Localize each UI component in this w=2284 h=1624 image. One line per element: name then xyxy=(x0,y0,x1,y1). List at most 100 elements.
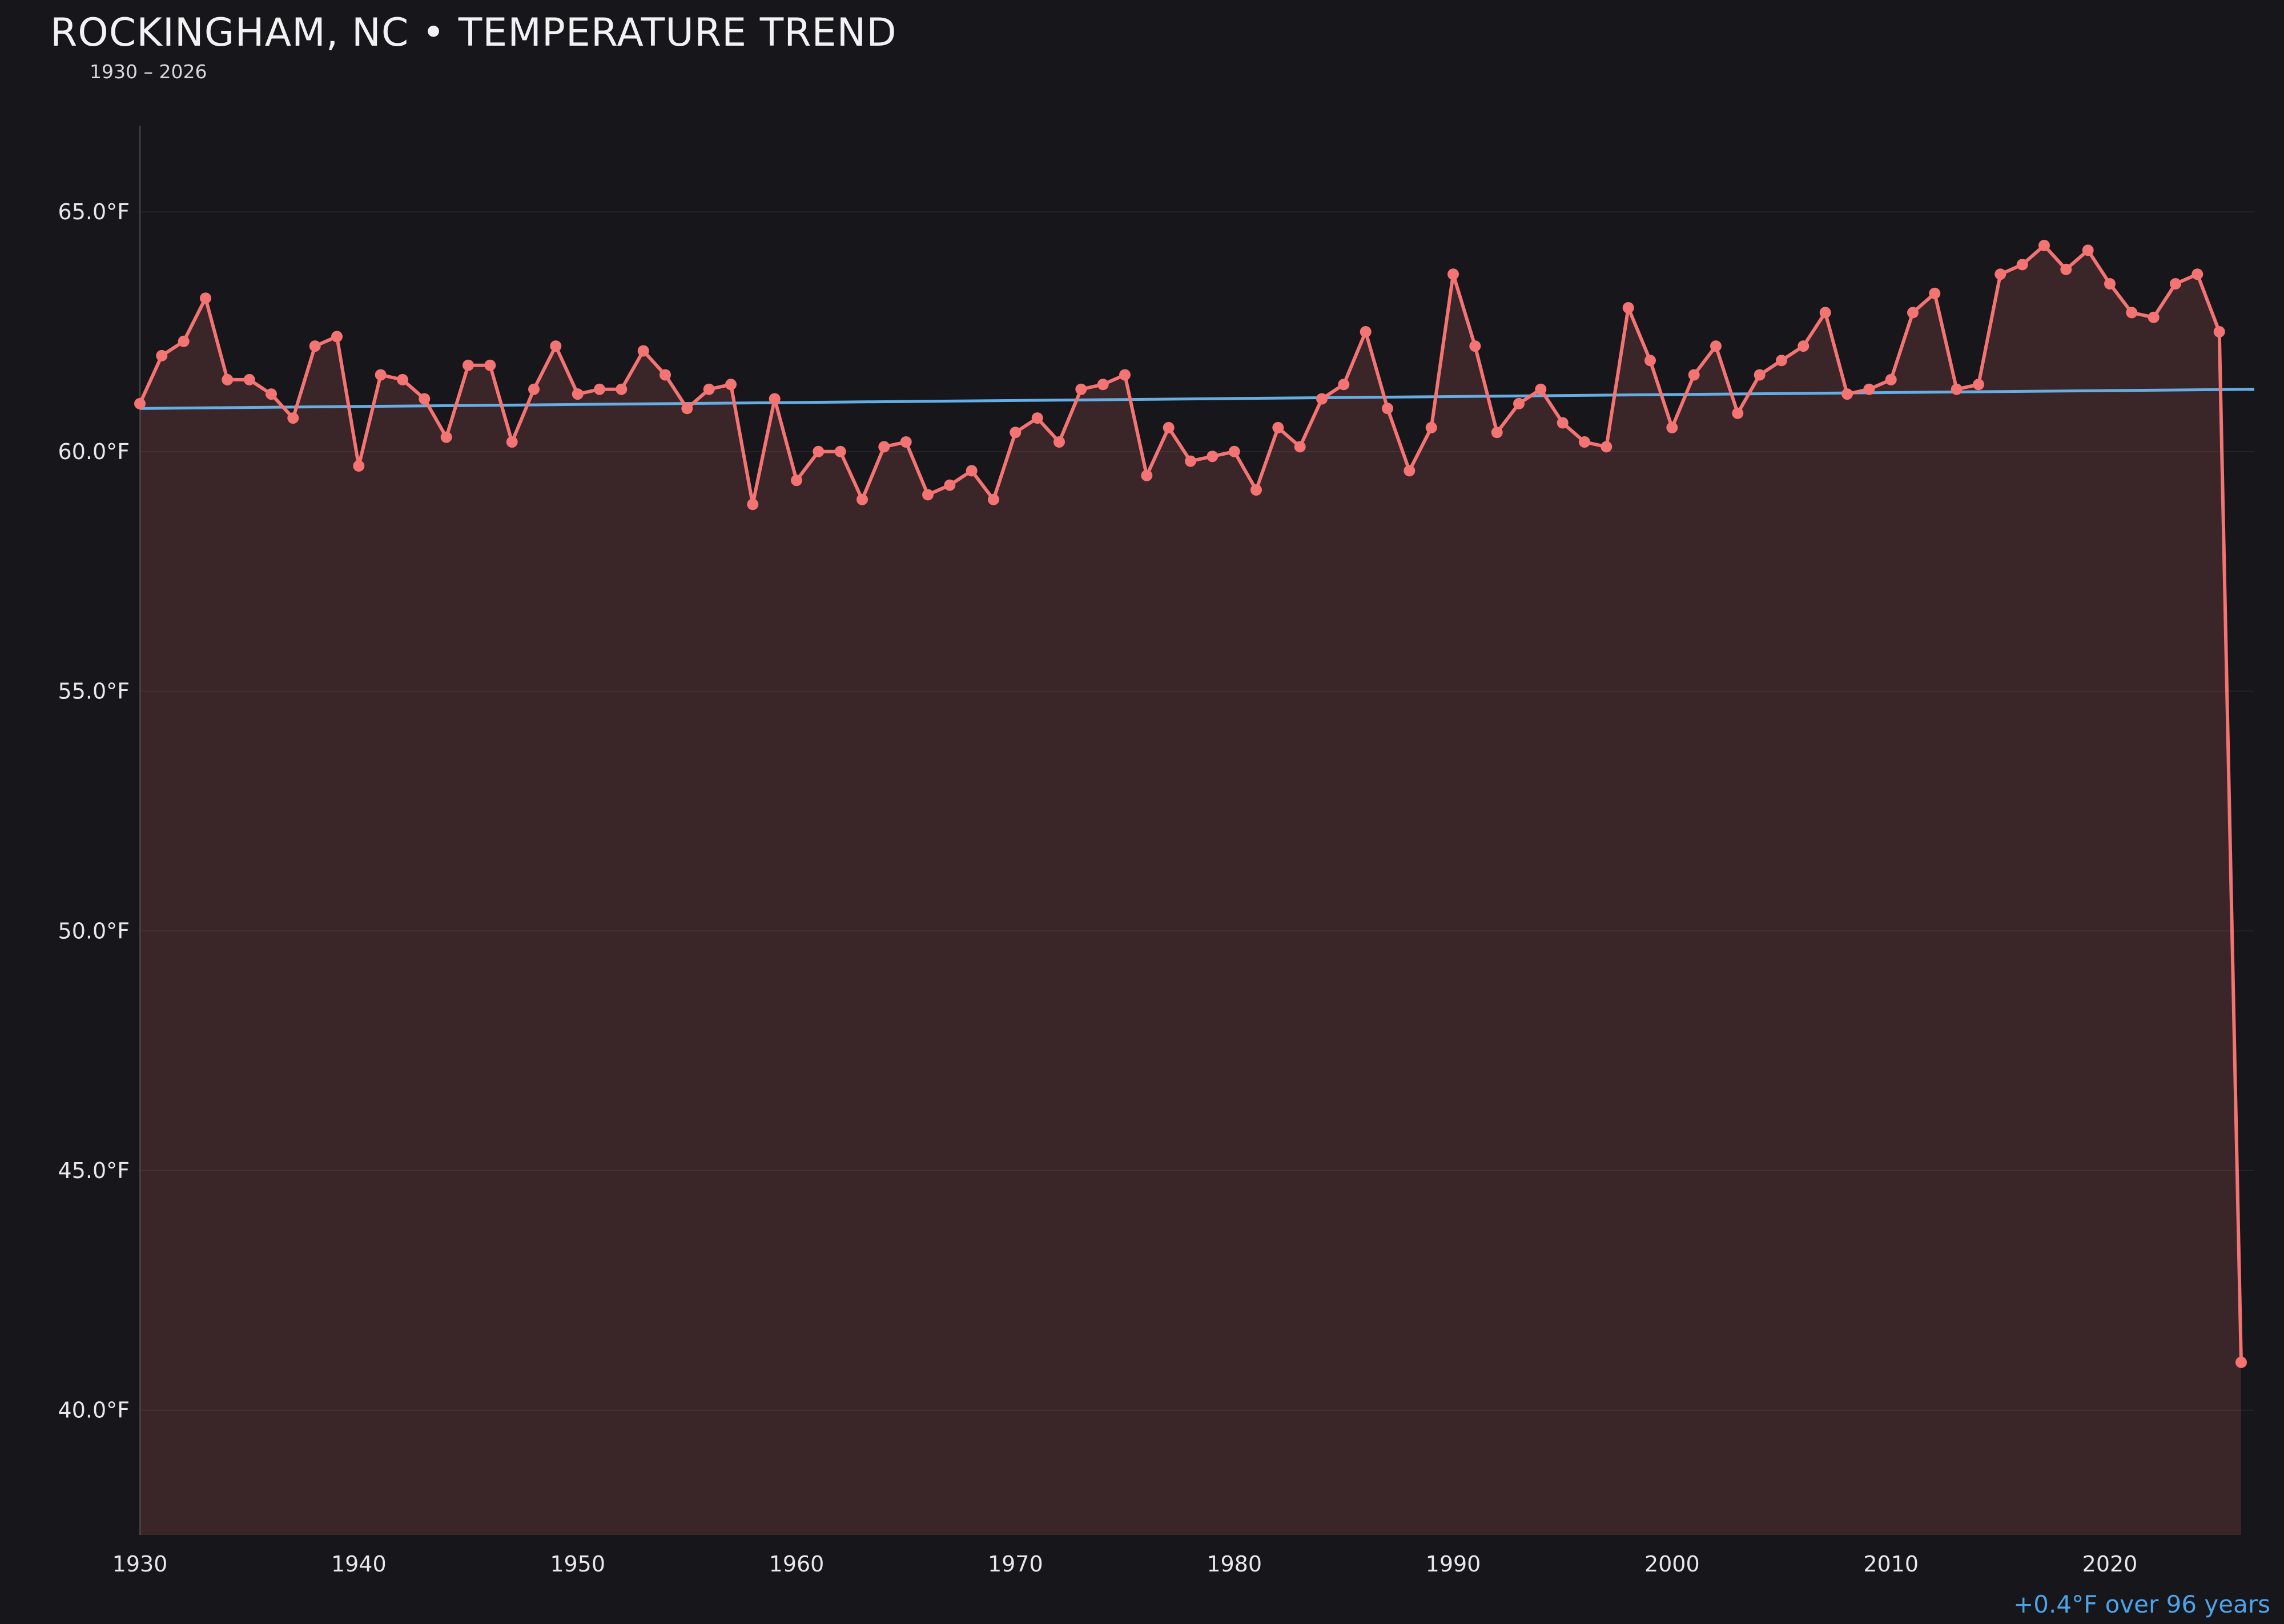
data-point-marker xyxy=(660,369,671,381)
trend-annotation: +0.4°F over 96 years xyxy=(2013,1590,2270,1618)
data-point-marker xyxy=(1185,455,1196,467)
data-point-marker xyxy=(944,479,956,491)
data-point-marker xyxy=(243,373,255,385)
data-point-marker xyxy=(2082,244,2094,256)
x-tick-label: 1960 xyxy=(769,1551,825,1577)
data-point-marker xyxy=(134,397,146,409)
data-point-marker xyxy=(1382,403,1393,415)
data-point-marker xyxy=(419,393,431,405)
x-tick-label: 2020 xyxy=(2082,1551,2138,1577)
data-point-marker xyxy=(1754,369,1766,381)
data-point-marker xyxy=(1907,307,1919,319)
data-point-marker xyxy=(2148,311,2160,323)
data-point-marker xyxy=(1732,407,1744,419)
data-point-marker xyxy=(2170,278,2181,290)
chart-title: ROCKINGHAM, NC • TEMPERATURE TREND xyxy=(50,10,897,55)
data-point-marker xyxy=(769,393,781,405)
data-point-marker xyxy=(2213,326,2225,337)
data-point-marker xyxy=(200,292,211,304)
data-point-marker xyxy=(1469,340,1481,352)
data-point-marker xyxy=(856,493,868,505)
x-tick-label: 1930 xyxy=(112,1551,168,1577)
data-point-marker xyxy=(1119,369,1131,381)
data-point-marker xyxy=(747,499,759,510)
data-point-marker xyxy=(2126,307,2138,319)
data-point-marker xyxy=(1688,369,1700,381)
data-point-marker xyxy=(681,403,693,415)
trend-line xyxy=(139,388,2255,410)
data-point-marker xyxy=(1228,445,1240,457)
y-tick-label: 60.0°F xyxy=(58,439,130,464)
data-point-marker xyxy=(1272,421,1284,433)
data-point-marker xyxy=(703,383,715,395)
data-point-marker xyxy=(266,388,277,400)
data-point-marker xyxy=(900,436,912,448)
temperature-area-fill xyxy=(140,245,2241,1535)
x-tick-label: 1950 xyxy=(550,1551,605,1577)
data-point-marker xyxy=(725,379,737,391)
x-tick-label: 2010 xyxy=(1863,1551,1919,1577)
x-tick-label: 1990 xyxy=(1426,1551,1481,1577)
data-point-marker xyxy=(966,465,978,477)
data-point-marker xyxy=(594,383,605,395)
data-point-marker xyxy=(1798,340,1809,352)
y-tick-label: 55.0°F xyxy=(58,679,130,704)
data-point-marker xyxy=(1294,441,1306,453)
data-point-marker xyxy=(1819,307,1831,319)
y-tick-label: 45.0°F xyxy=(58,1158,130,1183)
data-point-marker xyxy=(550,340,562,352)
chart-subtitle: 1930 – 2026 xyxy=(90,61,207,83)
data-point-marker xyxy=(2191,268,2203,280)
data-point-marker xyxy=(1141,469,1153,481)
x-tick-label: 1940 xyxy=(331,1551,387,1577)
data-point-marker xyxy=(1951,383,1963,395)
data-point-marker xyxy=(506,436,518,448)
data-point-marker xyxy=(397,373,408,385)
data-point-marker xyxy=(1601,441,1613,453)
data-point-marker xyxy=(813,445,825,457)
data-point-marker xyxy=(922,489,934,501)
data-point-marker xyxy=(1557,417,1569,429)
data-point-marker xyxy=(156,349,168,361)
data-point-marker xyxy=(1710,340,1722,352)
data-point-marker xyxy=(878,441,890,453)
data-point-marker xyxy=(2060,263,2072,275)
data-point-marker xyxy=(1863,383,1875,395)
data-point-marker xyxy=(1207,451,1219,463)
data-point-marker xyxy=(1513,397,1525,409)
data-point-marker xyxy=(572,388,584,400)
data-point-marker xyxy=(1250,484,1262,496)
data-point-marker xyxy=(1316,393,1328,405)
data-point-marker xyxy=(1579,436,1590,448)
data-point-marker xyxy=(1031,412,1043,424)
data-point-marker xyxy=(1097,379,1109,391)
data-point-marker xyxy=(1622,302,1634,313)
data-point-marker xyxy=(1338,379,1350,391)
data-point-marker xyxy=(440,431,452,443)
data-point-marker xyxy=(834,445,846,457)
data-point-marker xyxy=(1666,421,1678,433)
data-point-marker xyxy=(375,369,387,381)
y-tick-label: 65.0°F xyxy=(58,199,130,224)
data-point-marker xyxy=(637,345,649,357)
data-point-marker xyxy=(1360,326,1372,337)
data-point-marker xyxy=(484,359,496,371)
data-point-marker xyxy=(1841,388,1853,400)
data-point-marker xyxy=(463,359,474,371)
data-point-marker xyxy=(1404,465,1416,477)
y-tick-label: 40.0°F xyxy=(58,1398,130,1423)
data-point-marker xyxy=(1644,355,1656,367)
data-point-marker xyxy=(1995,268,2006,280)
data-point-marker xyxy=(287,412,299,424)
data-point-marker xyxy=(1885,373,1897,385)
data-point-marker xyxy=(1929,287,1941,299)
x-tick-label: 1970 xyxy=(988,1551,1043,1577)
data-point-marker xyxy=(1491,427,1503,439)
x-tick-label: 1980 xyxy=(1207,1551,1262,1577)
data-point-marker xyxy=(1075,383,1087,395)
data-point-marker xyxy=(1053,436,1065,448)
data-point-marker xyxy=(2104,278,2116,290)
data-point-marker xyxy=(331,331,343,343)
data-point-marker xyxy=(2016,259,2028,271)
